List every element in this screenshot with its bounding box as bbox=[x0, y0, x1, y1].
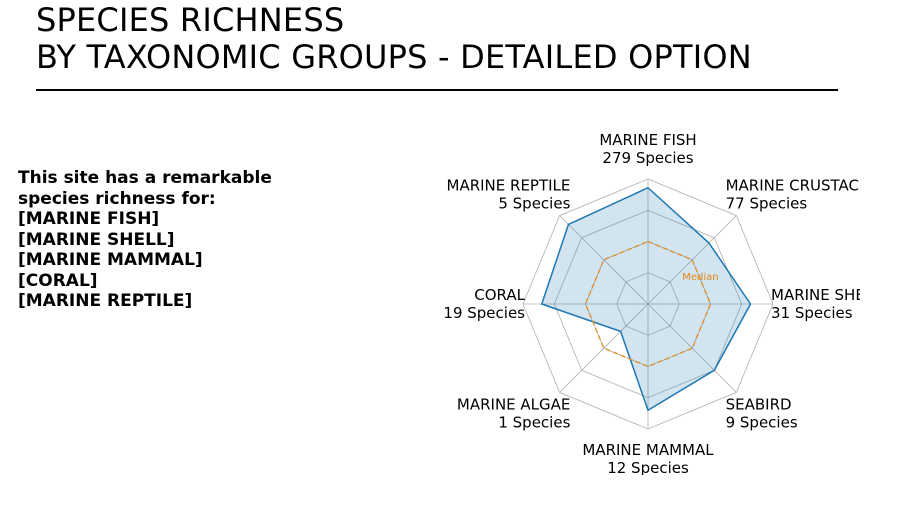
summary-group-item: [MARINE MAMMAL] bbox=[18, 250, 203, 270]
axis-species-count: 5 Species bbox=[498, 194, 570, 212]
summary-group-item: [CORAL] bbox=[18, 270, 98, 291]
axis-species-count: 9 Species bbox=[726, 414, 798, 432]
axis-category-name: MARINE REPTILE bbox=[447, 176, 571, 194]
title-line-2: BY TAXONOMIC GROUPS - DETAILED OPTION bbox=[36, 38, 752, 76]
axis-category-name: SEABIRD bbox=[726, 396, 792, 414]
title-divider bbox=[36, 89, 838, 91]
median-label: Median bbox=[682, 272, 718, 283]
axis-species-count: 31 Species bbox=[771, 304, 853, 322]
axis-species-count: 77 Species bbox=[726, 194, 808, 212]
axis-label: MARINE ALGAE 1 Species bbox=[457, 396, 571, 432]
axis-category-name: MARINE ALGAE bbox=[457, 396, 571, 414]
axis-category-name: MARINE CRUSTACEAN bbox=[726, 176, 860, 194]
grid-spoke bbox=[559, 215, 649, 305]
axis-species-count: 279 Species bbox=[602, 149, 693, 167]
summary-group-item: [MARINE SHELL] bbox=[18, 229, 175, 250]
axis-species-count: 19 Species bbox=[443, 304, 525, 322]
summary-group-item: [MARINE FISH] bbox=[18, 209, 160, 229]
summary-group-item: [MARINE REPTILE] bbox=[18, 291, 193, 311]
page-title: SPECIES RICHNESS BY TAXONOMIC GROUPS - D… bbox=[36, 2, 752, 76]
axis-label: SEABIRD 9 Species bbox=[726, 396, 798, 432]
axis-label: MARINE CRUSTACEAN77 Species bbox=[726, 176, 860, 212]
radar-chart: Median MARINE FISH 279 Species MARINE CRUST… bbox=[443, 131, 860, 475]
summary-intro-line-2: species richness for: bbox=[18, 188, 216, 209]
title-line-1: SPECIES RICHNESS bbox=[36, 1, 345, 39]
grid-spoke bbox=[647, 215, 737, 305]
grid-spoke bbox=[647, 303, 737, 393]
axis-category-name: MARINE MAMMAL bbox=[582, 441, 714, 459]
axis-category-name: CORAL bbox=[474, 286, 525, 304]
axis-category-name: MARINE FISH bbox=[599, 131, 696, 149]
axis-label: MARINE MAMMAL 12 Species bbox=[582, 441, 714, 475]
axis-category-name: MARINE SHELL bbox=[771, 286, 860, 304]
axis-label: MARINE SHELL31 Species bbox=[771, 286, 860, 322]
axis-species-count: 1 Species bbox=[498, 414, 570, 432]
series-species-richness bbox=[540, 186, 752, 412]
grid-spoke bbox=[559, 303, 649, 393]
axis-label: CORAL 19 Species bbox=[443, 286, 525, 322]
summary-intro-line-1: This site has a remarkable bbox=[18, 168, 272, 188]
axis-species-count: 12 Species bbox=[607, 459, 689, 475]
axis-label: MARINE REPTILE 5 Species bbox=[447, 176, 571, 212]
axis-label: MARINE FISH 279 Species bbox=[599, 131, 696, 167]
richness-summary: This site has a remarkable species richn… bbox=[18, 168, 272, 312]
